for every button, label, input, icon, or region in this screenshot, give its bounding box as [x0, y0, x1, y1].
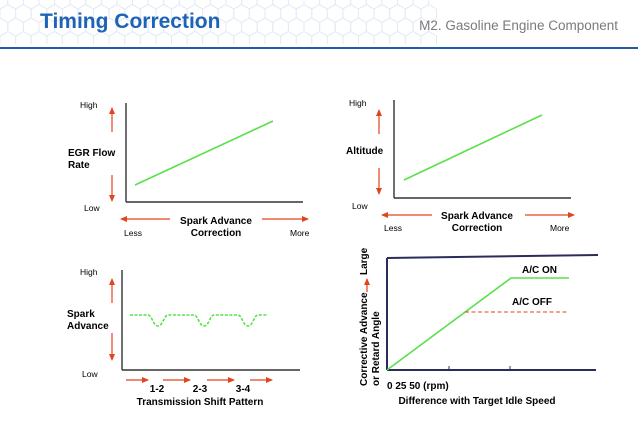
g4-ylabel-1: Corrective Advance	[359, 292, 370, 386]
hex-cell	[0, 30, 17, 44]
g3-shift-3-4: 3-4	[236, 384, 251, 395]
hex-cell	[93, 30, 110, 44]
g1-y-high: High	[80, 100, 98, 110]
hex-cell	[358, 30, 375, 44]
graph-egr-flow: High EGR Flow Rate Low Spark Advance Cor…	[68, 100, 310, 239]
header-hex-pattern	[0, 0, 437, 44]
g4-x-ticks: 0 25 50 (rpm)	[387, 381, 449, 392]
g2-xlabel-2: Correction	[452, 223, 503, 234]
g2-ylabel: Altitude	[346, 146, 384, 157]
g1-green-line	[134, 120, 274, 186]
g3-y-low: Low	[82, 369, 98, 379]
hex-cell	[326, 30, 344, 44]
hex-cell	[233, 30, 250, 44]
g2-x-more: More	[550, 223, 570, 233]
hex-cell	[420, 30, 437, 44]
g1-y-low: Low	[84, 203, 100, 213]
hex-cell	[46, 30, 63, 44]
hex-cell	[311, 30, 328, 44]
g4-y-large: Large	[359, 247, 370, 275]
hex-cell	[61, 30, 79, 44]
g4-xlabel: Difference with Target Idle Speed	[398, 396, 555, 407]
hex-cell	[139, 30, 157, 44]
hex-cell	[108, 30, 126, 44]
g1-xlabel-1: Spark Advance	[180, 216, 252, 227]
g3-ylabel-1: Spark	[67, 309, 95, 320]
hex-cell	[295, 30, 313, 44]
graph-altitude: High Altitude Low Spark Advance Correcti…	[346, 98, 575, 234]
page-title: Timing Correction	[40, 10, 221, 33]
hex-cell	[217, 30, 235, 44]
hex-cell	[404, 30, 422, 44]
g4-ac-on-line	[386, 277, 569, 371]
hex-cell	[373, 30, 391, 44]
header-divider	[0, 47, 638, 49]
g4-ac-off-label: A/C OFF	[512, 297, 552, 308]
g2-green-line	[403, 114, 543, 181]
g1-x-less: Less	[124, 228, 142, 238]
g4-ylabel-2: or Retard Angle	[371, 311, 382, 386]
g1-ylabel-1: EGR Flow	[68, 148, 115, 159]
graph-shift-pattern: High Spark Advance Low 1-2 2-3 3-4 Trans…	[67, 267, 300, 408]
g1-xlabel-2: Correction	[191, 228, 242, 239]
hex-cell	[202, 30, 219, 44]
g2-y-high: High	[349, 98, 367, 108]
page-subtitle: M2. Gasoline Engine Component	[419, 18, 618, 33]
hex-cell	[155, 30, 172, 44]
g2-x-less: Less	[384, 223, 402, 233]
g3-shift-2-3: 2-3	[193, 384, 208, 395]
g3-xlabel: Transmission Shift Pattern	[137, 397, 264, 408]
g2-y-low: Low	[352, 201, 368, 211]
g1-ylabel-2: Rate	[68, 160, 90, 171]
hex-cell	[77, 30, 94, 44]
hex-cell	[15, 30, 32, 44]
hex-cell	[389, 30, 406, 44]
g3-green-dashed-curve	[130, 314, 268, 327]
hex-cell	[186, 30, 204, 44]
g3-shift-1-2: 1-2	[150, 384, 165, 395]
hex-cell	[171, 30, 188, 44]
g1-x-more: More	[290, 228, 310, 238]
g2-xlabel-1: Spark Advance	[441, 211, 513, 222]
hex-cell	[30, 30, 48, 44]
graph-idle-speed: Corrective Advance or Retard Angle Large…	[359, 247, 599, 407]
hex-cell	[280, 30, 297, 44]
hex-cell	[124, 30, 141, 44]
hex-cell	[342, 30, 359, 44]
g4-top-line	[386, 254, 599, 259]
g4-ac-on-label: A/C ON	[522, 265, 557, 276]
g3-y-high: High	[80, 267, 98, 277]
g3-ylabel-2: Advance	[67, 321, 109, 332]
hex-cell	[248, 30, 266, 44]
hex-cell	[264, 30, 282, 44]
